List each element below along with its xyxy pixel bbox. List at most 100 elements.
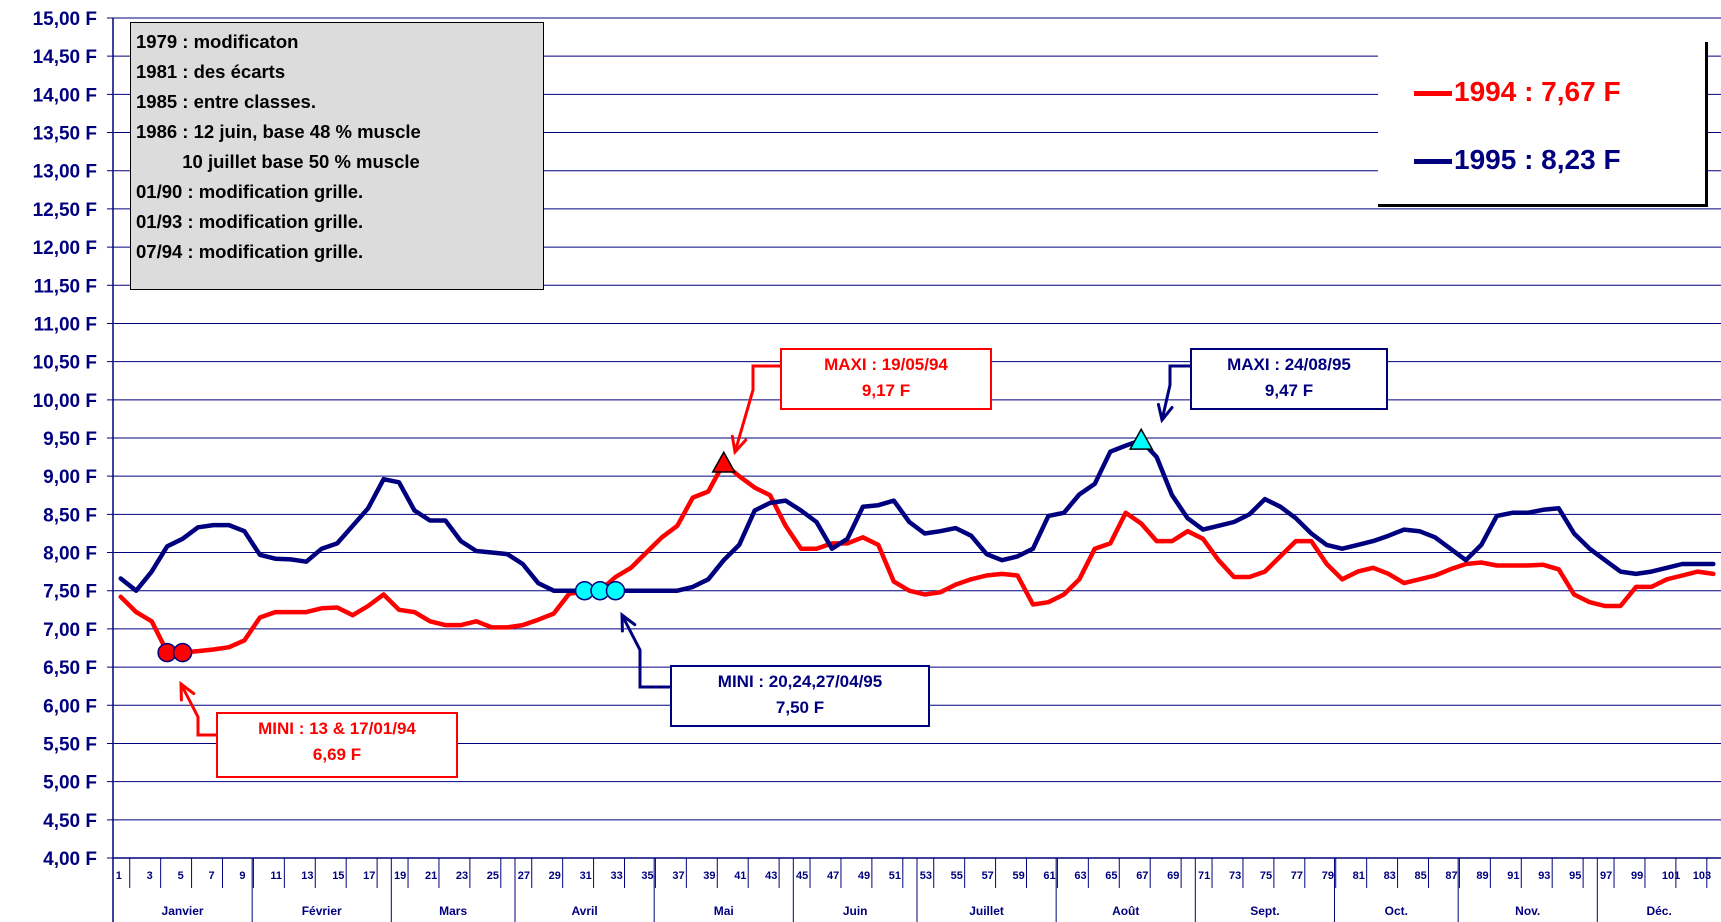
y-tick-label: 5,50 F <box>43 734 97 755</box>
month-label: Oct. <box>1385 904 1408 918</box>
legend-entry-1994: 1994 : 7,67 F <box>1414 72 1621 112</box>
history-notes-box: 1979 : modificaton 1981 : des écarts 198… <box>130 22 544 290</box>
series-line-1994 <box>118 460 1716 655</box>
x-tick-label: 51 <box>889 870 901 882</box>
x-tick-label: 33 <box>611 870 623 882</box>
x-tick-label: 37 <box>672 870 684 882</box>
y-tick-label: 8,00 F <box>43 544 97 565</box>
x-tick-label: 39 <box>703 870 715 882</box>
x-tick-label: 9 <box>239 870 245 882</box>
x-tick-label: 75 <box>1260 870 1272 882</box>
x-tick-label: 1 <box>116 870 122 882</box>
marker-triangle-1995 <box>1128 427 1154 450</box>
x-tick-label: 15 <box>332 870 344 882</box>
y-tick-label: 10,50 F <box>33 353 97 374</box>
x-tick-label: 101 <box>1662 870 1680 882</box>
y-tick-label: 7,00 F <box>43 620 97 641</box>
legend-swatch-1995 <box>1414 159 1452 165</box>
marker-circle-1994 <box>172 642 193 663</box>
marker-triangle-1994 <box>711 450 737 473</box>
x-tick-label: 23 <box>456 870 468 882</box>
callout-mini-1995-value: 7,50 F <box>775 698 825 717</box>
note-line: 07/94 : modification grille. <box>136 241 364 262</box>
y-tick-label: 13,00 F <box>33 162 97 183</box>
callout-mini-1994-value: 6,69 F <box>312 745 362 764</box>
y-tick-label: 7,50 F <box>43 582 97 603</box>
y-tick-label: 8,50 F <box>43 505 97 526</box>
y-tick-label: 13,50 F <box>33 124 97 145</box>
x-tick-label: 93 <box>1538 870 1550 882</box>
y-tick-label: 11,50 F <box>34 276 97 297</box>
callout-mini-1995-title: MINI : 20,24,27/04/95 <box>717 672 883 691</box>
month-label: Nov. <box>1515 904 1540 918</box>
callout-arrow <box>620 614 670 689</box>
x-tick-label: 35 <box>641 870 653 882</box>
x-tick-label: 29 <box>549 870 561 882</box>
y-tick-label: 15,00 F <box>33 9 97 30</box>
x-tick-label: 53 <box>920 870 932 882</box>
callout-arrow <box>1160 364 1190 421</box>
x-tick-label: 99 <box>1631 870 1643 882</box>
month-label: Sept. <box>1250 904 1279 918</box>
legend-label-1995: 1995 : 8,23 F <box>1454 144 1621 175</box>
month-label: Mai <box>714 904 734 918</box>
legend-entry-1995: 1995 : 8,23 F <box>1414 140 1621 180</box>
x-tick-label: 5 <box>178 870 184 882</box>
month-label: Déc. <box>1646 904 1671 918</box>
callout-arrow <box>733 364 780 453</box>
x-tick-label: 67 <box>1136 870 1148 882</box>
callout-arrowhead <box>179 680 196 702</box>
x-tick-label: 83 <box>1384 870 1396 882</box>
x-tick-label: 7 <box>209 870 215 882</box>
x-tick-label: 87 <box>1445 870 1457 882</box>
month-label: Août <box>1112 904 1139 918</box>
y-tick-label: 9,50 F <box>43 429 97 450</box>
note-line: 1981 : des écarts <box>136 61 286 82</box>
y-tick-label: 14,00 F <box>33 85 97 106</box>
y-tick-label: 11,00 F <box>34 314 97 335</box>
x-tick-label: 17 <box>363 870 375 882</box>
x-tick-label: 41 <box>734 870 746 882</box>
callout-arrowhead <box>1156 402 1174 424</box>
x-tick-label: 11 <box>270 870 282 882</box>
callout-maxi-1994-value: 9,17 F <box>861 381 911 400</box>
y-tick-label: 6,00 F <box>43 696 97 717</box>
x-tick-label: 21 <box>425 870 437 882</box>
legend-swatch-1994 <box>1414 91 1452 97</box>
note-line: 1986 : 12 juin, base 48 % muscle <box>136 121 421 142</box>
callout-arrowhead <box>620 611 637 633</box>
y-tick-label: 12,00 F <box>33 238 97 259</box>
x-tick-label: 73 <box>1229 870 1241 882</box>
note-line: 1985 : entre classes. <box>136 91 316 112</box>
x-tick-label: 69 <box>1167 870 1179 882</box>
marker-circle-1995 <box>605 580 626 601</box>
x-tick-label: 3 <box>147 870 153 882</box>
x-tick-label: 79 <box>1322 870 1334 882</box>
x-tick-label: 49 <box>858 870 870 882</box>
x-tick-label: 77 <box>1291 870 1303 882</box>
callout-maxi-1994: MAXI : 19/05/94 9,17 F <box>780 348 992 410</box>
callout-arrow <box>179 683 216 737</box>
x-tick-label: 97 <box>1600 870 1612 882</box>
note-line: 01/93 : modification grille. <box>136 211 364 232</box>
x-tick-label: 95 <box>1569 870 1581 882</box>
month-label: Février <box>302 904 342 918</box>
y-tick-label: 9,00 F <box>43 467 97 488</box>
note-line: 10 juillet base 50 % muscle <box>136 151 420 172</box>
chart-legend: 1994 : 7,67 F 1995 : 8,23 F <box>1378 42 1708 207</box>
x-tick-label: 55 <box>951 870 963 882</box>
y-tick-label: 5,00 F <box>43 773 97 794</box>
callout-maxi-1995: MAXI : 24/08/95 9,47 F <box>1190 348 1388 410</box>
x-tick-label: 91 <box>1507 870 1519 882</box>
callout-mini-1994-title: MINI : 13 & 17/01/94 <box>258 719 416 738</box>
y-tick-label: 6,50 F <box>43 658 97 679</box>
y-tick-label: 4,50 F <box>43 811 97 832</box>
x-tick-label: 25 <box>487 870 499 882</box>
x-tick-label: 85 <box>1415 870 1427 882</box>
callout-maxi-1995-value: 9,47 F <box>1264 381 1314 400</box>
month-label: Janvier <box>162 904 204 918</box>
x-tick-label: 61 <box>1043 870 1055 882</box>
note-line: 01/90 : modification grille. <box>136 181 364 202</box>
callout-maxi-1994-title: MAXI : 19/05/94 <box>824 355 948 374</box>
x-tick-label: 19 <box>394 870 406 882</box>
